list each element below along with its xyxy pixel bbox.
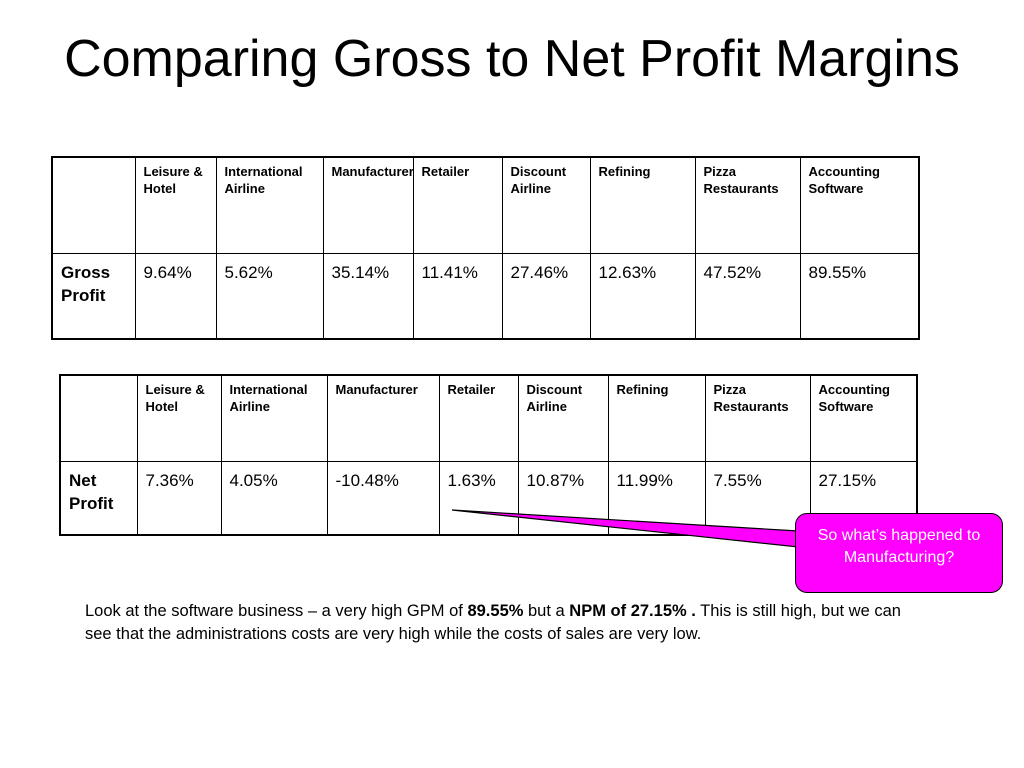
table-header-row: Leisure & Hotel International Airline Ma… [59, 374, 918, 462]
value-cell: 89.55% [799, 253, 920, 340]
value-cell: 10.87% [517, 461, 609, 536]
note-text: Look at the software business – a very h… [85, 602, 468, 620]
value-cell: 4.05% [220, 461, 328, 536]
net-profit-table: Leisure & Hotel International Airline Ma… [59, 374, 918, 536]
table-row: Net Profit 7.36% 4.05% -10.48% 1.63% 10.… [59, 461, 918, 536]
header-corner-cell [51, 156, 136, 254]
note-text: but a [523, 602, 570, 620]
header-cell: Manufacturer [326, 374, 440, 462]
header-cell: International Airline [215, 156, 324, 254]
header-cell: International Airline [220, 374, 328, 462]
value-cell: 27.46% [501, 253, 591, 340]
table-row: Gross Profit 9.64% 5.62% 35.14% 11.41% 2… [51, 253, 920, 340]
table-header-row: Leisure & Hotel International Airline Ma… [51, 156, 920, 254]
header-cell: Accounting Software [799, 156, 920, 254]
header-cell: Pizza Restaurants [704, 374, 811, 462]
value-cell: 5.62% [215, 253, 324, 340]
header-cell: Refining [589, 156, 696, 254]
gross-profit-table: Leisure & Hotel International Airline Ma… [51, 156, 920, 340]
value-cell: 9.64% [134, 253, 217, 340]
header-cell: Retailer [412, 156, 503, 254]
header-cell: Refining [607, 374, 706, 462]
header-cell: Leisure & Hotel [136, 374, 222, 462]
value-cell: 35.14% [322, 253, 414, 340]
header-cell: Accounting Software [809, 374, 918, 462]
header-cell: Pizza Restaurants [694, 156, 801, 254]
header-cell: Leisure & Hotel [134, 156, 217, 254]
header-cell: Retailer [438, 374, 519, 462]
note-gpm-value: 89.55% [467, 602, 524, 620]
callout-box: So what’s happened to Manufacturing? [795, 513, 1003, 593]
value-cell: 7.36% [136, 461, 222, 536]
header-corner-cell [59, 374, 138, 462]
row-label-cell: Net Profit [59, 461, 138, 536]
value-cell: 12.63% [589, 253, 696, 340]
value-cell: 47.52% [694, 253, 801, 340]
note-text: This is still high, but we can see that … [85, 602, 901, 643]
slide-title: Comparing Gross to Net Profit Margins [64, 30, 960, 88]
row-label-cell: Gross Profit [51, 253, 136, 340]
explanation-text: Look at the software business – a very h… [85, 600, 915, 646]
value-cell: 1.63% [438, 461, 519, 536]
note-npm-value: NPM of 27.15% . [569, 602, 696, 620]
header-cell: Manufacturer [322, 156, 414, 254]
value-cell: -10.48% [326, 461, 440, 536]
header-cell: Discount Airline [501, 156, 591, 254]
value-cell: 11.41% [412, 253, 503, 340]
header-cell: Discount Airline [517, 374, 609, 462]
value-cell: 11.99% [607, 461, 706, 536]
